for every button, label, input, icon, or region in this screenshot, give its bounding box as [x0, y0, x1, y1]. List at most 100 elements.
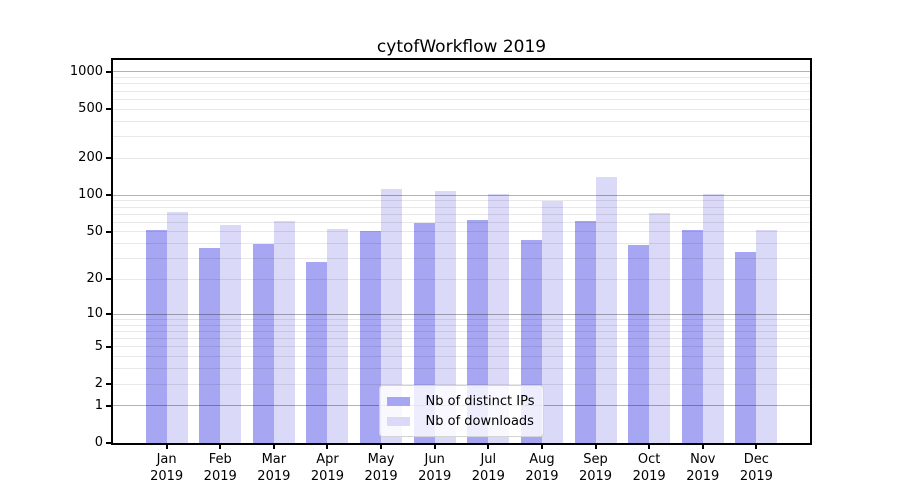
legend-swatch [386, 416, 410, 426]
x-tick-year: 2019 [471, 469, 505, 484]
x-tick-mark [380, 444, 383, 449]
x-tick-mark [755, 444, 758, 449]
y-tick-mark [106, 70, 112, 73]
y-tick-mark [106, 345, 112, 348]
x-tick-mark [648, 444, 651, 449]
y-tick-label: 10 [86, 306, 103, 322]
bar-distinct-ips [306, 262, 328, 443]
x-tick-label: Dec 2019 [724, 451, 788, 485]
x-tick-mark [487, 444, 490, 449]
legend-label: Nb of distinct IPs [425, 393, 535, 409]
bar-downloads [595, 177, 617, 443]
x-tick-mark [433, 444, 436, 449]
bar-distinct-ips [628, 244, 650, 443]
legend-entry: Nb of distinct IPs [386, 391, 535, 411]
bar-distinct-ips [360, 230, 382, 443]
x-tick-mark [540, 444, 543, 449]
x-tick-label: Jan 2019 [135, 451, 199, 485]
x-tick-label: Jun 2019 [403, 451, 467, 485]
x-tick-month: Nov [690, 452, 716, 467]
x-tick-month: Mar [261, 452, 287, 467]
x-tick-month: Jun [424, 452, 445, 467]
x-tick-label: Sep 2019 [564, 451, 628, 485]
x-tick-mark [326, 444, 329, 449]
x-tick-year: 2019 [150, 469, 184, 484]
y-tick-mark [106, 157, 112, 160]
legend-label: Nb of downloads [425, 413, 534, 429]
bar-distinct-ips [574, 221, 596, 443]
y-tick-mark [106, 108, 112, 111]
y-tick-label: 1 [94, 397, 103, 413]
bar-distinct-ips [681, 229, 703, 443]
x-tick-month: Oct [637, 452, 661, 467]
x-tick-year: 2019 [310, 469, 344, 484]
bar-distinct-ips [145, 229, 167, 443]
legend-entry: Nb of downloads [386, 411, 535, 431]
y-tick-label: 5 [94, 338, 103, 354]
plot-area: Nb of distinct IPs Nb of downloads [111, 58, 812, 445]
y-tick-label: 50 [86, 223, 103, 239]
x-tick-mark [701, 444, 704, 449]
legend-swatch [386, 396, 410, 406]
x-tick-year: 2019 [525, 469, 559, 484]
x-tick-year: 2019 [203, 469, 237, 484]
bar-downloads [381, 189, 403, 443]
y-tick-mark [106, 194, 112, 197]
bar-downloads [649, 212, 671, 443]
bar-downloads [702, 193, 724, 443]
x-tick-label: Mar 2019 [242, 451, 306, 485]
x-tick-month: Dec [743, 452, 769, 467]
x-tick-year: 2019 [257, 469, 291, 484]
x-tick-month: Feb [208, 452, 232, 467]
x-tick-year: 2019 [418, 469, 452, 484]
bar-downloads [166, 211, 188, 443]
x-tick-month: Apr [316, 452, 339, 467]
bar-distinct-ips [252, 243, 274, 443]
y-tick-label: 20 [86, 271, 103, 287]
y-tick-label: 2 [94, 376, 103, 391]
bar-distinct-ips [199, 247, 221, 443]
x-tick-month: Jan [156, 452, 177, 467]
x-tick-label: Aug 2019 [510, 451, 574, 485]
x-tick-label: May 2019 [349, 451, 413, 485]
bar-downloads [541, 200, 563, 443]
x-tick-mark [165, 444, 168, 449]
x-tick-year: 2019 [578, 469, 613, 484]
x-tick-month: Jul [480, 452, 497, 467]
y-tick-mark [106, 278, 112, 281]
y-tick-label: 500 [78, 101, 103, 117]
y-tick-mark [106, 442, 112, 444]
y-tick-mark [106, 313, 112, 316]
bar-downloads [434, 191, 456, 443]
y-tick-label: 0 [94, 435, 103, 450]
x-tick-month: Aug [529, 452, 555, 467]
x-tick-year: 2019 [632, 469, 666, 484]
x-tick-month: Sep [583, 452, 608, 467]
bar-downloads [220, 224, 242, 443]
y-tick-mark [106, 404, 112, 407]
y-tick-mark [106, 230, 112, 233]
x-tick-month: May [367, 452, 395, 467]
y-tick-mark [106, 383, 112, 385]
bar-downloads [273, 221, 295, 443]
x-tick-year: 2019 [686, 469, 720, 484]
x-tick-mark [219, 444, 222, 449]
y-tick-label: 200 [78, 150, 103, 166]
chart-title: cytofWorkflow 2019 [376, 37, 547, 57]
bar-downloads [488, 193, 510, 443]
bar-distinct-ips [735, 252, 757, 443]
legend: Nb of distinct IPs Nb of downloads [378, 385, 545, 437]
x-tick-label: Jul 2019 [456, 451, 520, 485]
x-tick-mark [272, 444, 275, 449]
bar-downloads [327, 228, 349, 443]
x-tick-label: Oct 2019 [617, 451, 681, 485]
x-tick-year: 2019 [364, 469, 398, 484]
y-tick-label: 100 [78, 187, 103, 203]
x-tick-year: 2019 [739, 469, 773, 484]
x-tick-label: Nov 2019 [671, 451, 735, 485]
y-tick-label: 1000 [69, 63, 103, 79]
x-tick-mark [594, 444, 597, 449]
x-tick-label: Apr 2019 [295, 451, 359, 485]
x-tick-label: Feb 2019 [188, 451, 252, 485]
